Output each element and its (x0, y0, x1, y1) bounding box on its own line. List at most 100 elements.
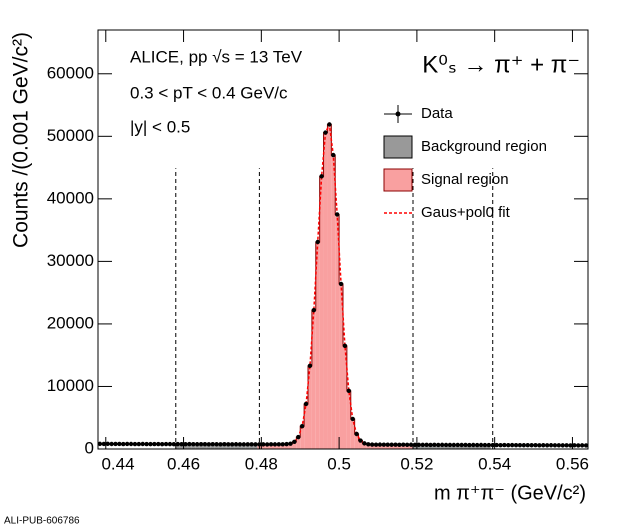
bar (191, 444, 196, 449)
data-point (541, 443, 546, 448)
data-point (105, 441, 110, 447)
data-point (128, 441, 134, 447)
y-tick-label: 30000 (47, 251, 94, 270)
data-point (579, 443, 585, 448)
reaction: K⁰ₛ → π⁺ + π⁻ (422, 51, 580, 78)
data-point (257, 442, 262, 447)
data-point (346, 388, 352, 394)
data-point (432, 442, 437, 448)
data-point (576, 443, 581, 448)
data-point (280, 442, 285, 447)
bar (273, 444, 277, 449)
y-tick-label: 10000 (47, 376, 94, 395)
data-point (350, 416, 355, 422)
bar (234, 444, 238, 449)
data-point (288, 441, 293, 446)
data-point (140, 441, 145, 447)
data-point (560, 443, 565, 448)
data-point (292, 439, 297, 445)
x-axis-label: m π⁺π⁻ (GeV/c²) (434, 482, 586, 504)
data-point (124, 441, 130, 447)
data-point (245, 442, 250, 447)
data-point (253, 442, 258, 447)
data-point (354, 431, 359, 437)
bar (300, 426, 305, 449)
data-point (156, 441, 161, 447)
data-point (229, 442, 235, 447)
data-point (101, 441, 107, 447)
data-point (237, 442, 243, 447)
data-point (439, 442, 445, 448)
data-point (315, 239, 320, 245)
legend-swatch (383, 168, 413, 192)
data-point (272, 442, 278, 447)
data-point (486, 442, 492, 448)
data-point (424, 442, 429, 448)
bar (203, 444, 207, 449)
bar (249, 444, 254, 449)
data-point (144, 441, 149, 447)
data-point (198, 441, 204, 447)
data-point (463, 442, 468, 448)
data-point (97, 441, 103, 447)
bar (339, 283, 343, 449)
data-point (206, 442, 212, 447)
data-point (117, 441, 122, 447)
bar (323, 132, 328, 449)
data-point (194, 442, 200, 447)
data-point (338, 281, 344, 287)
bar (308, 365, 312, 449)
data-point (307, 363, 313, 369)
data-point (381, 442, 387, 447)
bar (335, 214, 340, 449)
frame (97, 29, 589, 450)
data-point (506, 442, 511, 448)
data-point (136, 441, 142, 447)
data-point (482, 442, 488, 448)
bar (331, 155, 336, 449)
bar (241, 444, 246, 449)
bar (238, 444, 242, 449)
data-point (366, 442, 371, 447)
data-point (471, 442, 476, 448)
data-point (502, 442, 507, 448)
data-point (455, 442, 460, 448)
data-point (529, 443, 534, 448)
data-point (436, 442, 441, 448)
bar (218, 444, 223, 449)
bar (362, 443, 367, 449)
data-point (517, 442, 523, 448)
bar (269, 444, 273, 449)
bar (284, 444, 289, 449)
data-point (525, 442, 530, 448)
legend-swatch (383, 135, 413, 159)
x-tick-label: 0.54 (478, 454, 511, 473)
data-point (568, 443, 573, 448)
plot-area (97, 121, 589, 450)
bar (179, 444, 184, 449)
bar (358, 440, 363, 449)
data-point (334, 212, 340, 217)
data-point (420, 442, 425, 448)
data-point (222, 442, 227, 447)
data-point (241, 442, 247, 447)
header-line: 0.3 < pT < 0.4 GeV/c (130, 83, 288, 102)
data-point (210, 441, 215, 447)
data-point (261, 442, 266, 447)
data-point (226, 442, 231, 447)
data-point (544, 443, 550, 448)
data-point (163, 441, 169, 447)
bar (280, 444, 285, 449)
data-point (494, 442, 499, 448)
bar (214, 444, 219, 449)
bar (350, 418, 355, 449)
data-point (121, 441, 126, 447)
x-tick-label: 0.56 (556, 454, 589, 473)
bar (304, 403, 308, 449)
data-point (572, 443, 577, 448)
data-point (397, 442, 402, 447)
data-point (459, 442, 464, 448)
y-axis-label: Counts /(0.001 GeV/c²) (10, 32, 33, 248)
legend-label: Signal region (421, 171, 509, 188)
data-point (358, 438, 363, 443)
